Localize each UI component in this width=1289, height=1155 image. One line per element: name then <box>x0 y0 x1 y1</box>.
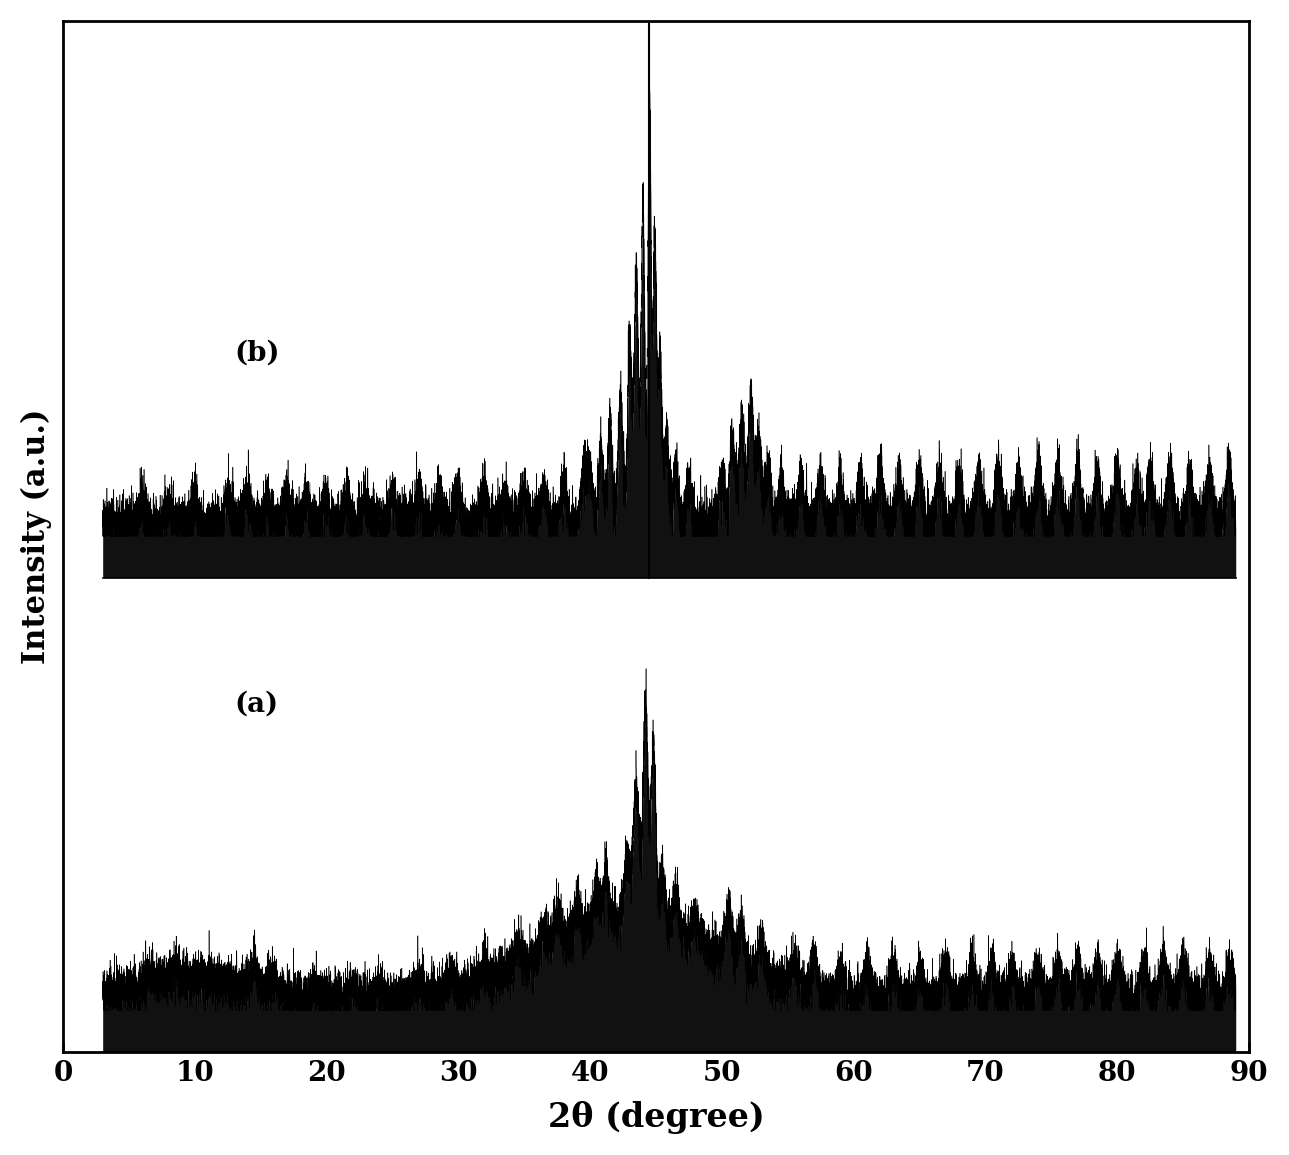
X-axis label: 2θ (degree): 2θ (degree) <box>548 1101 764 1134</box>
Y-axis label: Intensity (a.u.): Intensity (a.u.) <box>21 409 52 664</box>
Text: (b): (b) <box>235 340 280 367</box>
Text: (a): (a) <box>235 691 278 717</box>
